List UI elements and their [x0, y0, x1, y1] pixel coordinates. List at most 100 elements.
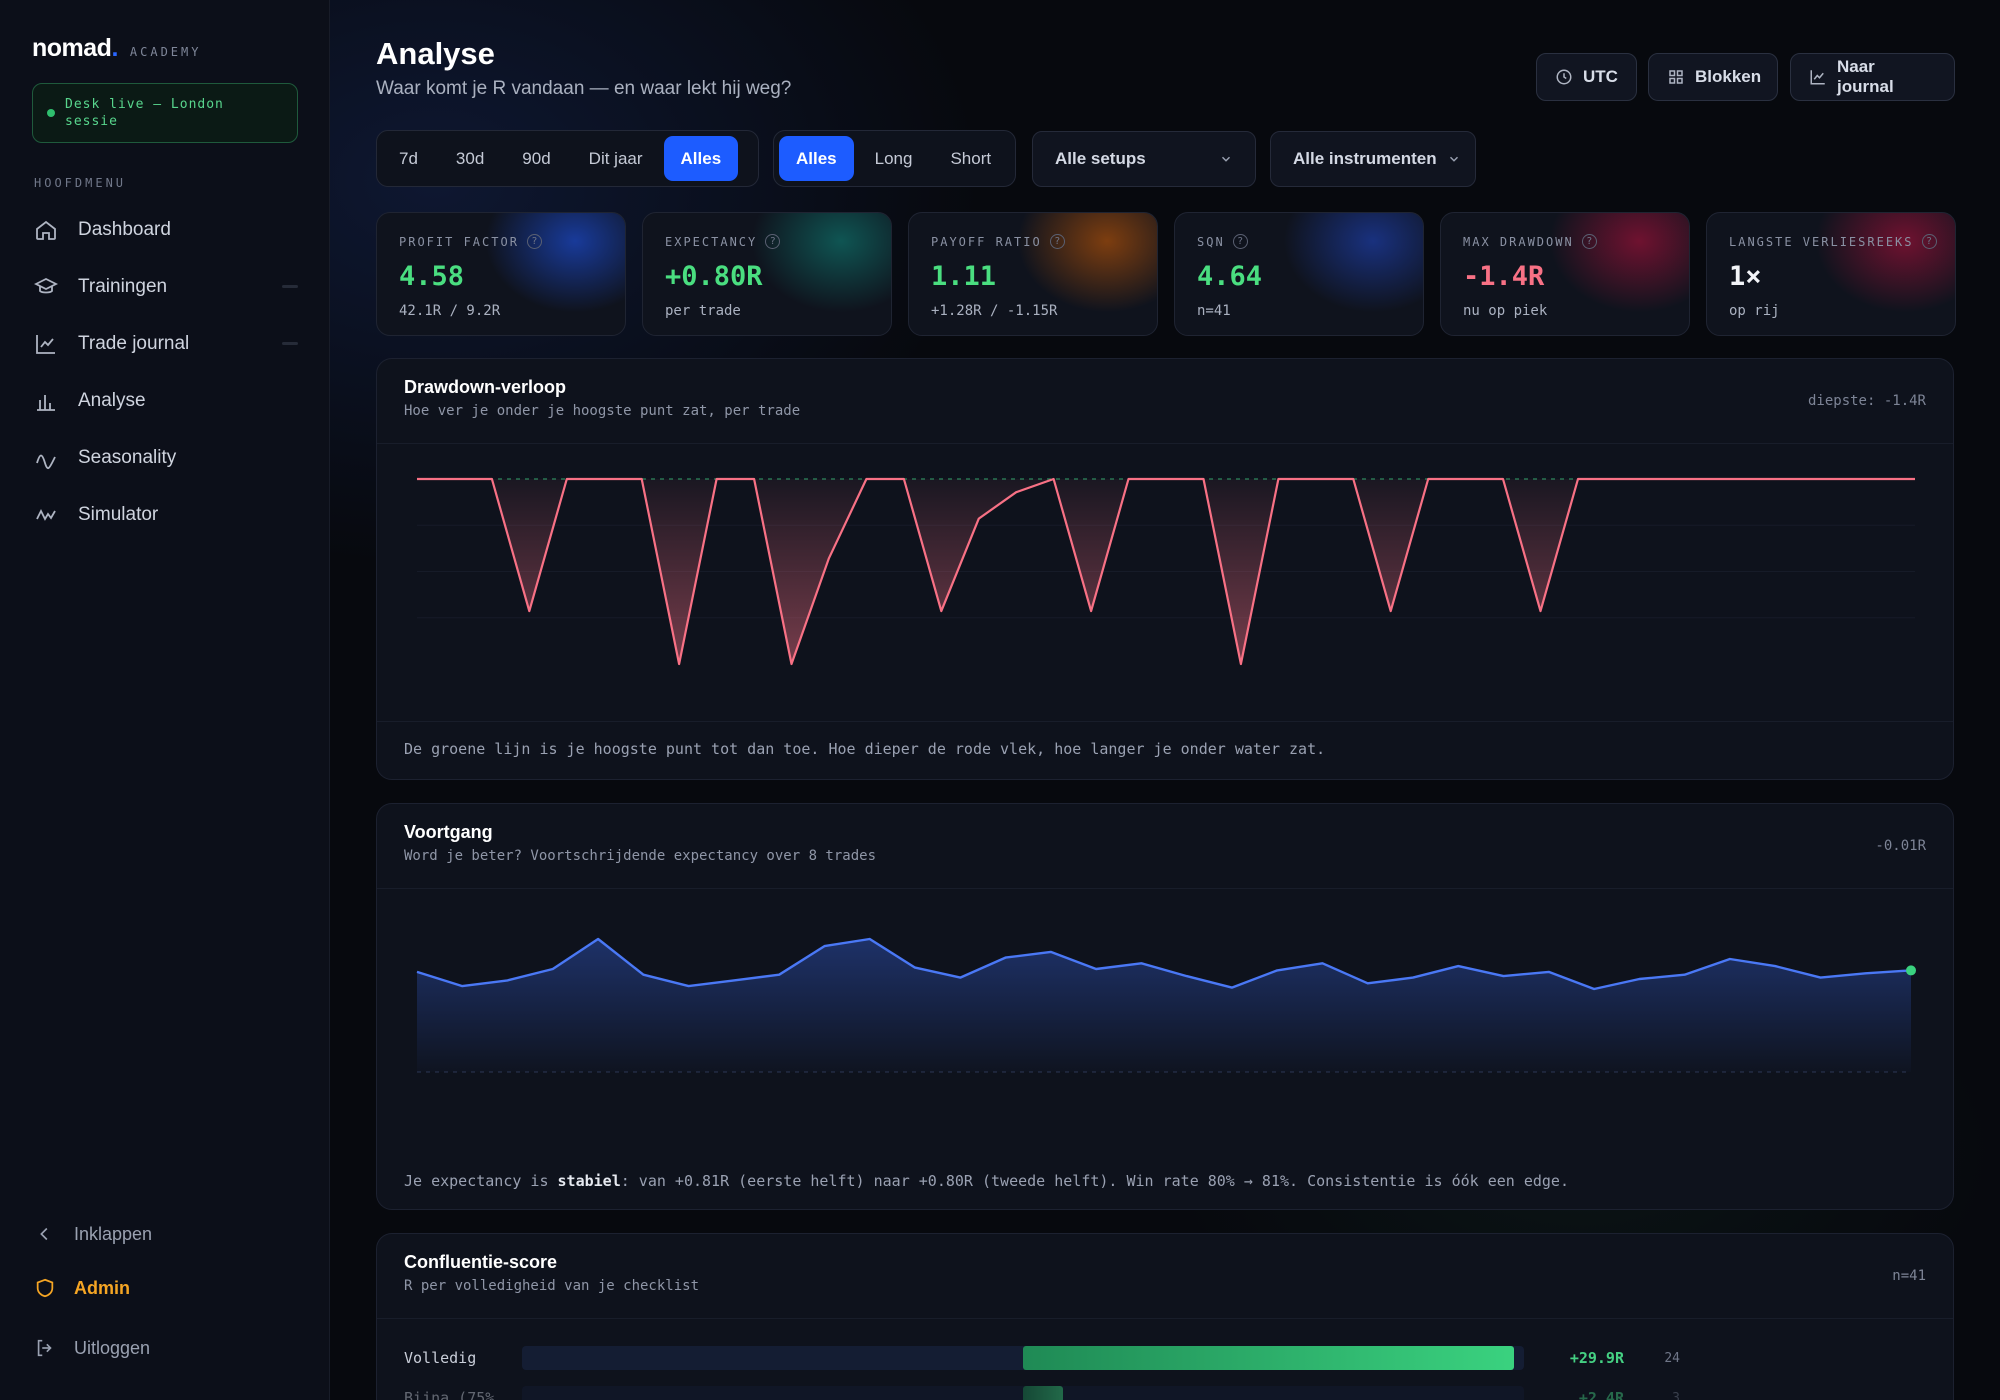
direction-long[interactable]: Long	[874, 148, 913, 168]
kpi-card: PAYOFF RATIO? 1.11 +1.28R / -1.15R	[908, 212, 1158, 336]
kpi-label: SQN?	[1197, 234, 1248, 249]
kpi-sub: nu op piek	[1463, 303, 1548, 319]
journal-label: Naar journal	[1837, 57, 1894, 96]
brand-logo[interactable]: nomad. ACADEMY	[32, 34, 201, 63]
confluence-row-value: +29.9R	[1569, 1349, 1624, 1367]
kpi-card: MAX DRAWDOWN? -1.4R nu op piek	[1440, 212, 1690, 336]
line-chart-icon	[1809, 68, 1827, 86]
sidebar-item-analyse[interactable]: Analyse	[20, 372, 310, 429]
period-7d[interactable]: 7d	[399, 148, 418, 168]
sidebar-item-label: Trainingen	[78, 275, 168, 297]
kpi-card: EXPECTANCY? +0.80R per trade	[642, 212, 892, 336]
kpi-value: +0.80R	[665, 261, 763, 292]
shield-icon	[34, 1277, 56, 1299]
confluence-count: n=41	[1892, 1268, 1926, 1284]
period-all[interactable]: Alles	[663, 136, 739, 181]
confluence-row-count: 3	[1672, 1390, 1680, 1400]
kpi-value: 4.64	[1197, 261, 1263, 292]
drawdown-panel: Drawdown-verloop Hoe ver je onder je hoo…	[376, 358, 1954, 780]
help-icon[interactable]: ?	[1921, 234, 1937, 249]
kpi-sub: n=41	[1197, 303, 1231, 319]
help-icon[interactable]: ?	[1232, 234, 1248, 249]
collapse-label: Inklappen	[74, 1223, 153, 1244]
admin-label: Admin	[74, 1277, 130, 1298]
kpi-sub: 42.1R / 9.2R	[399, 303, 501, 319]
kpi-sub: +1.28R / -1.15R	[931, 303, 1058, 319]
logout-label: Uitloggen	[74, 1337, 151, 1358]
confluence-row: Bijna (75% +2.4R 3	[404, 1383, 1928, 1400]
main-nav: Dashboard Trainingen Trade journal Analy…	[20, 201, 310, 543]
utc-button[interactable]: UTC	[1536, 53, 1637, 101]
admin-link[interactable]: Admin	[20, 1275, 310, 1301]
home-icon	[34, 218, 58, 242]
collapse-sidebar-button[interactable]: Inklappen	[20, 1221, 310, 1247]
confluence-row: Volledig +29.9R 24	[404, 1343, 1928, 1373]
panel-title: Confluentie-score	[404, 1252, 558, 1272]
help-icon[interactable]: ?	[765, 234, 781, 249]
sidebar-item-seasonality[interactable]: Seasonality	[20, 429, 310, 486]
live-indicator-dot	[47, 109, 55, 117]
kpi-label: EXPECTANCY?	[665, 234, 781, 249]
desk-live-badge: Desk live — London sessie	[32, 83, 298, 143]
kpi-value: 4.58	[399, 261, 465, 292]
menu-section-label: HOOFDMENU	[34, 176, 127, 190]
confluence-row-value: +2.4R	[1578, 1389, 1624, 1400]
period-30d[interactable]: 30d	[455, 148, 485, 168]
drawdown-area	[417, 479, 1915, 664]
latest-point	[1906, 965, 1916, 976]
brand-subtitle: ACADEMY	[129, 45, 202, 59]
confluence-row-count: 24	[1664, 1350, 1680, 1366]
graduation-cap-icon	[34, 275, 58, 299]
logout-icon	[34, 1337, 56, 1359]
setups-select[interactable]: Alle setups	[1032, 131, 1256, 187]
sidebar-item-label: Seasonality	[78, 446, 177, 468]
help-icon[interactable]: ?	[526, 234, 542, 249]
sidebar-item-trainingen[interactable]: Trainingen	[20, 258, 310, 315]
kpi-sub: op rij	[1729, 303, 1780, 319]
page-subtitle: Waar komt je R vandaan — en waar lekt hi…	[376, 78, 792, 99]
grid-icon	[1667, 68, 1685, 86]
drawdown-chart	[416, 477, 1916, 666]
kpi-value: -1.4R	[1463, 261, 1545, 292]
direction-short[interactable]: Short	[950, 148, 992, 168]
sidebar-item-dashboard[interactable]: Dashboard	[20, 201, 310, 258]
main-content: Analyse Waar komt je R vandaan — en waar…	[330, 0, 2000, 1400]
sidebar-item-label: Dashboard	[78, 218, 171, 240]
blocks-button[interactable]: Blokken	[1648, 53, 1778, 101]
drawdown-footnote: De groene lijn is je hoogste punt tot da…	[404, 740, 1326, 758]
clock-icon	[1555, 68, 1573, 86]
kpi-label: PROFIT FACTOR?	[399, 234, 542, 249]
kpi-value: 1×	[1729, 261, 1762, 292]
instruments-select[interactable]: Alle instrumenten	[1270, 131, 1476, 187]
kpi-card: SQN? 4.64 n=41	[1174, 212, 1424, 336]
kpi-card: LANGSTE VERLIESREEKS? 1× op rij	[1706, 212, 1956, 336]
progress-footnote: Je expectancy is stabiel: van +0.81R (ee…	[404, 1172, 1569, 1190]
progress-delta: -0.01R	[1875, 838, 1926, 854]
direction-all[interactable]: Alles	[779, 136, 854, 181]
confluence-bar-track	[522, 1386, 1524, 1400]
help-icon[interactable]: ?	[1581, 234, 1597, 249]
progress-panel: Voortgang Word je beter? Voortschrijdend…	[376, 803, 1954, 1210]
sidebar-item-trade-journal[interactable]: Trade journal	[20, 315, 310, 372]
expectancy-line	[416, 937, 1912, 991]
kpi-value: 1.11	[931, 261, 997, 292]
brand-name: nomad.	[32, 34, 118, 62]
logout-button[interactable]: Uitloggen	[20, 1335, 310, 1361]
period-90d[interactable]: 90d	[522, 148, 551, 168]
period-filter: 7d 30d 90d Dit jaar Alles	[376, 130, 759, 187]
period-this-year[interactable]: Dit jaar	[588, 148, 643, 168]
expand-indicator	[282, 285, 298, 288]
sidebar-item-simulator[interactable]: Simulator	[20, 486, 310, 543]
help-icon[interactable]: ?	[1049, 234, 1065, 249]
kpi-label: MAX DRAWDOWN?	[1463, 234, 1597, 249]
line-chart-icon	[34, 332, 58, 356]
expand-indicator	[282, 342, 298, 345]
panel-subtitle: R per volledigheid van je checklist	[404, 1278, 700, 1294]
kpi-card: PROFIT FACTOR? 4.58 42.1R / 9.2R	[376, 212, 626, 336]
confluence-bar-fill	[1023, 1346, 1514, 1370]
to-journal-button[interactable]: Naar journal	[1790, 53, 1955, 101]
kpi-label: LANGSTE VERLIESREEKS?	[1729, 234, 1937, 249]
chevron-down-icon	[1219, 152, 1233, 166]
page-title: Analyse	[376, 36, 495, 71]
bar-chart-icon	[34, 389, 58, 413]
